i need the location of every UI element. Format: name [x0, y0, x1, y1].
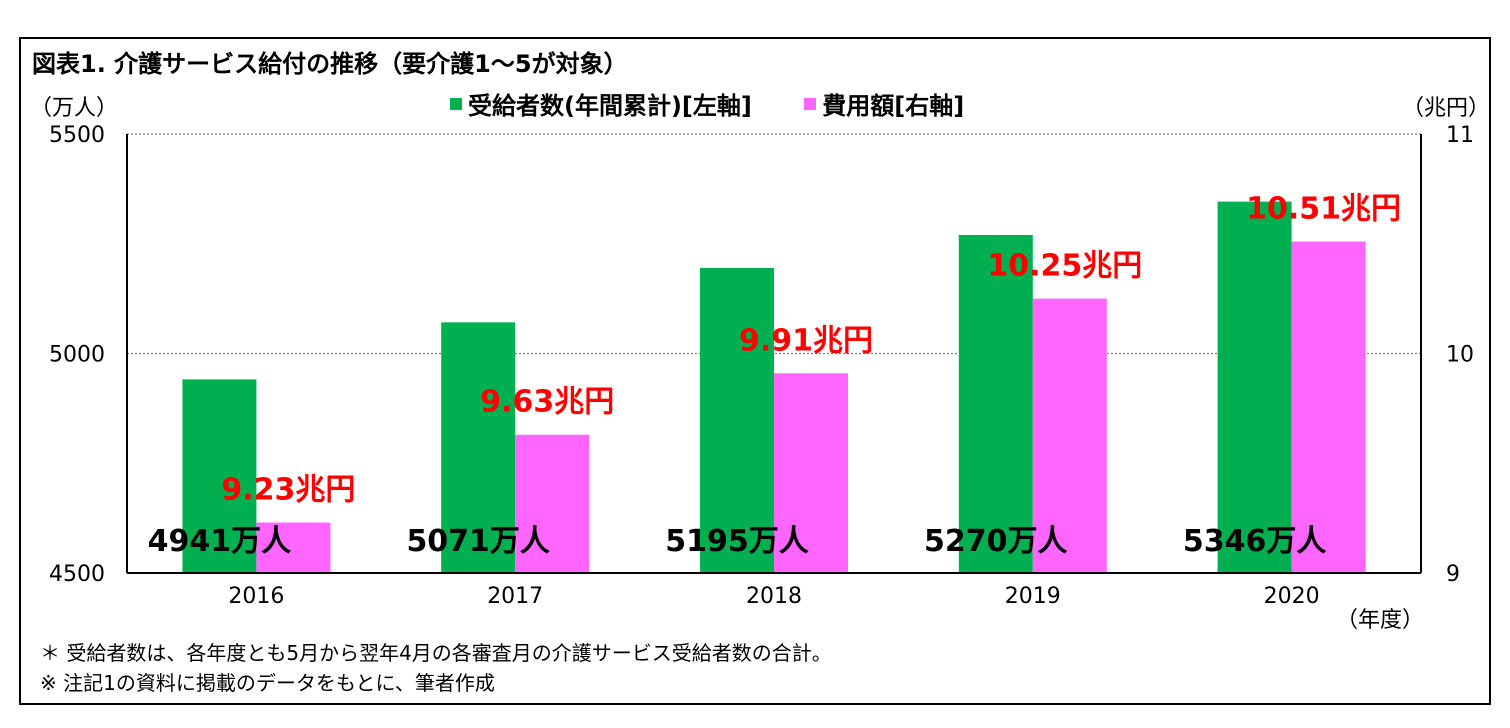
bar-recipients — [182, 379, 257, 573]
x-tick-label: 2018 — [746, 584, 802, 609]
left-axis-unit: （万人） — [30, 96, 119, 121]
y-left-tick-label: 5000 — [49, 343, 105, 368]
legend-swatch-recipients — [450, 97, 462, 110]
legend-item-recipients: 受給者数(年間累計)[左軸] — [450, 86, 752, 121]
bar-recipients — [441, 322, 516, 573]
data-label-recipients: 5195万人 — [665, 524, 809, 559]
bar-cost — [1291, 241, 1366, 573]
bar-recipients — [958, 234, 1033, 573]
bar-cost — [515, 434, 590, 573]
data-label-cost: 9.63兆円 — [480, 385, 614, 420]
y-left-tick-label: 4500 — [49, 562, 105, 587]
legend-item-cost: 費用額[右軸] — [804, 86, 964, 121]
legend-label-cost: 費用額[右軸] — [822, 92, 965, 120]
x-axis-unit: （年度） — [1336, 608, 1425, 633]
x-tick-label: 2016 — [228, 584, 284, 609]
footnote-1: ＊ 受給者数は、各年度とも5月から翌年4月の各審査月の介護サービス受給者数の合計… — [40, 641, 832, 665]
data-label-cost: 9.23兆円 — [221, 473, 355, 508]
bar-cost — [256, 522, 331, 573]
legend-label-recipients: 受給者数(年間累計)[左軸] — [468, 92, 752, 120]
legend: 受給者数(年間累計)[左軸] 費用額[右軸] — [450, 86, 1008, 121]
data-label-cost: 10.25兆円 — [987, 249, 1142, 284]
footnote-2: ※ 注記1の資料に掲載のデータをもとに、筆者作成 — [40, 671, 495, 695]
bar-recipients — [700, 267, 774, 573]
chart-title: 図表1. 介護サービス給付の推移（要介護1～5が対象） — [32, 50, 628, 78]
y-right-tick-label: 11 — [1446, 123, 1474, 148]
right-axis-unit: （兆円） — [1402, 96, 1491, 121]
bar-recipients — [1217, 201, 1292, 573]
data-label-cost: 10.51兆円 — [1246, 192, 1401, 227]
x-tick-label: 2019 — [1005, 584, 1061, 609]
data-label-recipients: 5071万人 — [406, 524, 550, 559]
data-label-recipients: 5270万人 — [924, 524, 1068, 559]
y-right-tick-label: 10 — [1446, 343, 1474, 368]
y-right-tick-label: 9 — [1446, 562, 1460, 587]
data-label-recipients: 5346万人 — [1183, 524, 1327, 559]
x-tick-label: 2020 — [1264, 584, 1320, 609]
bar-cost — [774, 373, 848, 573]
legend-swatch-cost — [804, 97, 817, 110]
bar-cost — [1032, 298, 1107, 573]
x-tick-label: 2017 — [487, 584, 543, 609]
y-left-tick-label: 5500 — [49, 123, 105, 148]
data-label-cost: 9.91兆円 — [739, 323, 873, 358]
data-label-recipients: 4941万人 — [148, 524, 292, 559]
